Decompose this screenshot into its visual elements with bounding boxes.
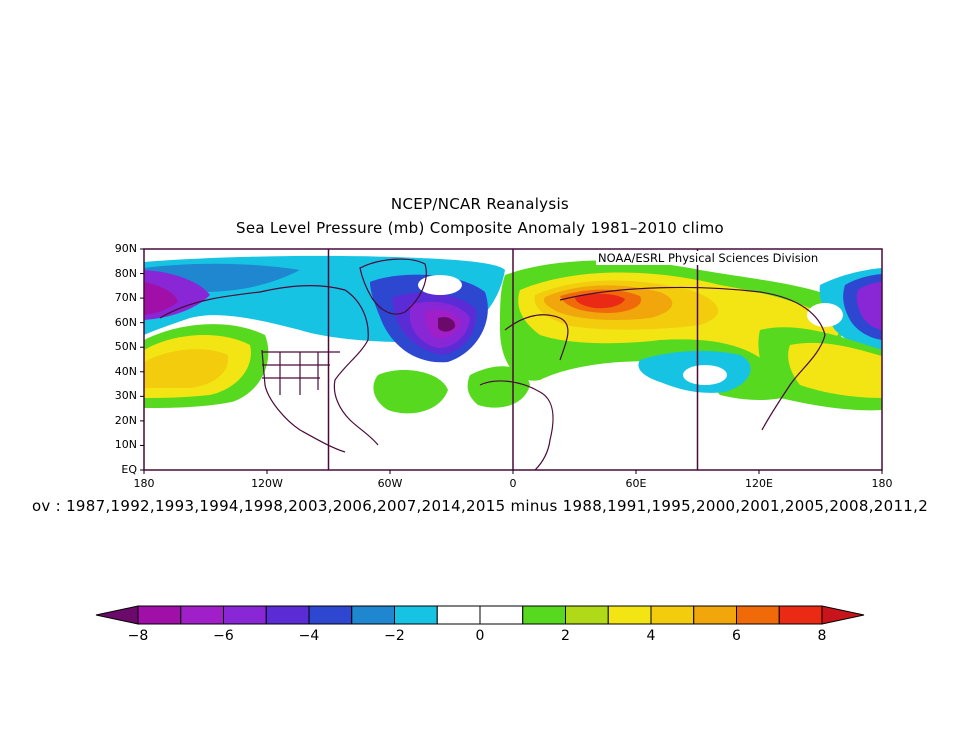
chart-title: NCEP/NCAR Reanalysis [390, 195, 570, 213]
colorbar-swatch [308, 605, 353, 625]
colorbar-tick-label: 4 [646, 628, 656, 644]
usa-states-grid [262, 351, 340, 395]
credit-label: NOAA/ESRL Physical Sciences Division [596, 251, 821, 265]
lat-tick-label: 50N [114, 340, 137, 354]
colorbar-min-arrow [95, 605, 139, 625]
colorbar-tick-label: −2 [384, 628, 405, 644]
lat-tick-label: 80N [114, 266, 137, 280]
axis-ticks [140, 248, 883, 474]
colorbar-swatch [650, 605, 695, 625]
greenland-coast [359, 258, 427, 315]
central-asia-white-patch [683, 365, 727, 385]
lon-tick-label: 0 [509, 477, 517, 490]
icelandic-low-center [438, 317, 456, 332]
positive-atlantic-east [467, 366, 530, 408]
lat-tick-label: 10N [114, 438, 137, 452]
lat-tick-label: 30N [114, 389, 137, 403]
lon-tick-label: 120E [745, 477, 773, 490]
coastlines [159, 258, 826, 470]
colorbar-swatch [180, 605, 224, 625]
pacific-white-patch [807, 303, 843, 327]
colorbar-swatch [223, 605, 267, 625]
asia-coast [559, 286, 826, 431]
colorbar-max-arrow [821, 605, 865, 625]
colorbar-tick-label: 6 [732, 628, 741, 644]
lat-tick-label: EQ [121, 463, 137, 476]
colorbar [95, 605, 865, 625]
colorbar-swatch [265, 605, 310, 625]
colorbar-swatch [436, 605, 481, 625]
colorbar-tick-label: −8 [127, 628, 149, 644]
composite-years-subtitle: ov : 1987,1992,1993,1994,1998,2003,2006,… [31, 497, 929, 515]
lat-tick-label: 20N [114, 413, 137, 427]
anomaly-shading [144, 255, 882, 414]
greenland-white-patch [418, 275, 462, 295]
negative-nw-pacific-core [856, 282, 882, 330]
lon-tick-label: 180 [133, 477, 155, 490]
low-pacific-core [144, 282, 178, 315]
colorbar-tick-label: −6 [213, 628, 234, 644]
positive-ne-pacific-orange [144, 349, 229, 388]
colorbar-swatch [778, 605, 823, 625]
positive-west-pacific-yellow [788, 342, 882, 398]
europe-africa-coast [479, 314, 569, 470]
lon-tick-label: 120W [251, 477, 283, 490]
colorbar-swatch [522, 605, 566, 625]
colorbar-swatch [479, 605, 524, 625]
lat-tick-label: 70N [114, 291, 137, 305]
colorbar-tick-label: 8 [817, 628, 827, 644]
colorbar-swatch [607, 605, 652, 625]
lat-tick-label: 60N [114, 315, 137, 329]
colorbar-swatch [351, 605, 395, 625]
lat-tick-label: 90N [114, 242, 137, 255]
positive-atlantic [373, 370, 448, 414]
chart-subtitle-variable: Sea Level Pressure (mb) Composite Anomal… [236, 219, 724, 237]
colorbar-swatch [736, 605, 780, 625]
colorbar-tick-label: 2 [561, 628, 570, 644]
colorbar-swatch [565, 605, 609, 625]
colorbar-tick-label: −4 [298, 628, 320, 644]
negative-band-blue [144, 263, 300, 310]
north-america-coast [159, 285, 379, 453]
colorbar-swatch [394, 605, 438, 625]
colorbar-swatch [137, 605, 182, 625]
positive-eurasia-core [575, 293, 625, 309]
lon-tick-label: 60E [625, 477, 647, 490]
lon-tick-label: 60W [377, 477, 403, 490]
colorbar-swatch [693, 605, 737, 625]
colorbar-tick-label: 0 [475, 628, 485, 644]
lat-tick-label: 40N [114, 364, 137, 378]
lon-tick-label: 180 [871, 477, 893, 490]
